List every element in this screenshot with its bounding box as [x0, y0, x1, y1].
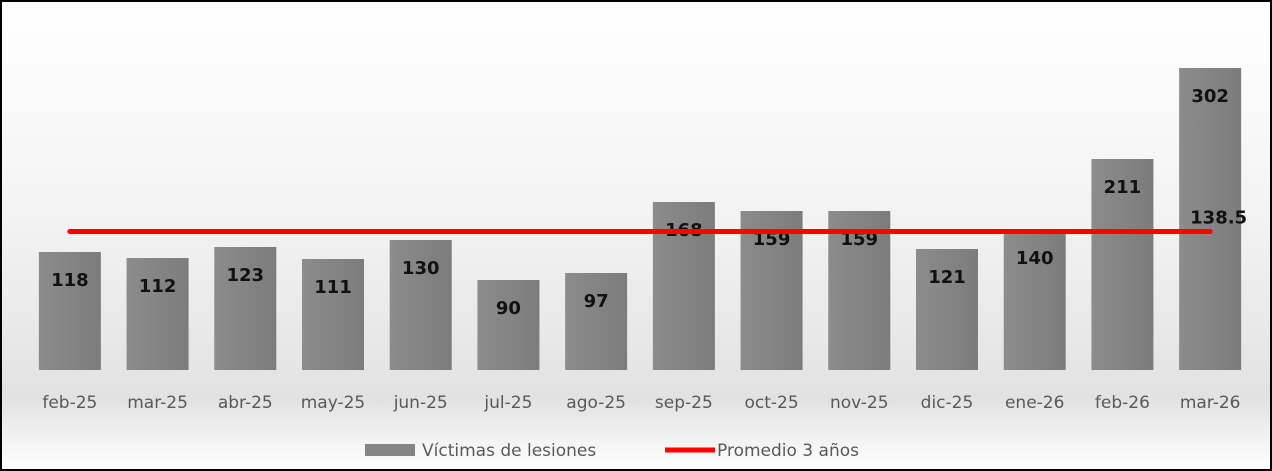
x-tick-label: abr-25 [218, 393, 273, 413]
x-tick-label: nov-25 [830, 393, 889, 413]
x-tick-label: mar-25 [127, 393, 188, 413]
data-label: 90 [496, 298, 521, 319]
bar [38, 252, 101, 370]
data-label: 112 [139, 276, 177, 297]
legend-label: Víctimas de lesiones [422, 441, 596, 461]
bar [1179, 68, 1242, 370]
x-tick-label: oct-25 [744, 393, 798, 413]
bar [740, 211, 803, 370]
bar [1003, 230, 1066, 370]
bar [302, 259, 364, 370]
legend-label: Promedio 3 años [717, 441, 859, 461]
data-label: 159 [840, 229, 878, 250]
x-tick-label: dic-25 [921, 393, 974, 413]
x-tick-label: jun-25 [393, 393, 448, 413]
data-label: 130 [402, 258, 440, 279]
bar [916, 249, 978, 370]
bar [126, 258, 189, 370]
data-label: 140 [1016, 248, 1054, 269]
x-tick-label: feb-26 [1095, 393, 1150, 413]
data-label: 118 [51, 270, 89, 291]
bar [477, 280, 540, 370]
data-label: 138.5 [1190, 208, 1247, 229]
legend-swatch [365, 444, 415, 456]
data-label: 159 [753, 229, 791, 250]
bar [565, 273, 628, 370]
x-tick-label: sep-25 [655, 393, 713, 413]
bar [1091, 159, 1154, 370]
x-tick-label: may-25 [301, 393, 366, 413]
x-tick-label: ago-25 [566, 393, 626, 413]
bar [389, 240, 452, 370]
x-tick-label: feb-25 [42, 393, 97, 413]
x-tick-label: mar-26 [1180, 393, 1241, 413]
data-label: 211 [1104, 177, 1142, 198]
bar [828, 211, 891, 370]
x-tick-label: ene-26 [1005, 393, 1064, 413]
data-label: 121 [928, 267, 966, 288]
x-tick-label: jul-25 [483, 393, 532, 413]
data-label: 111 [314, 277, 352, 298]
bar [214, 247, 277, 370]
data-label: 123 [226, 265, 264, 286]
legend: Víctimas de lesiones Promedio 3 años [365, 441, 859, 461]
data-label: 302 [1191, 86, 1229, 107]
data-label: 97 [584, 291, 609, 312]
